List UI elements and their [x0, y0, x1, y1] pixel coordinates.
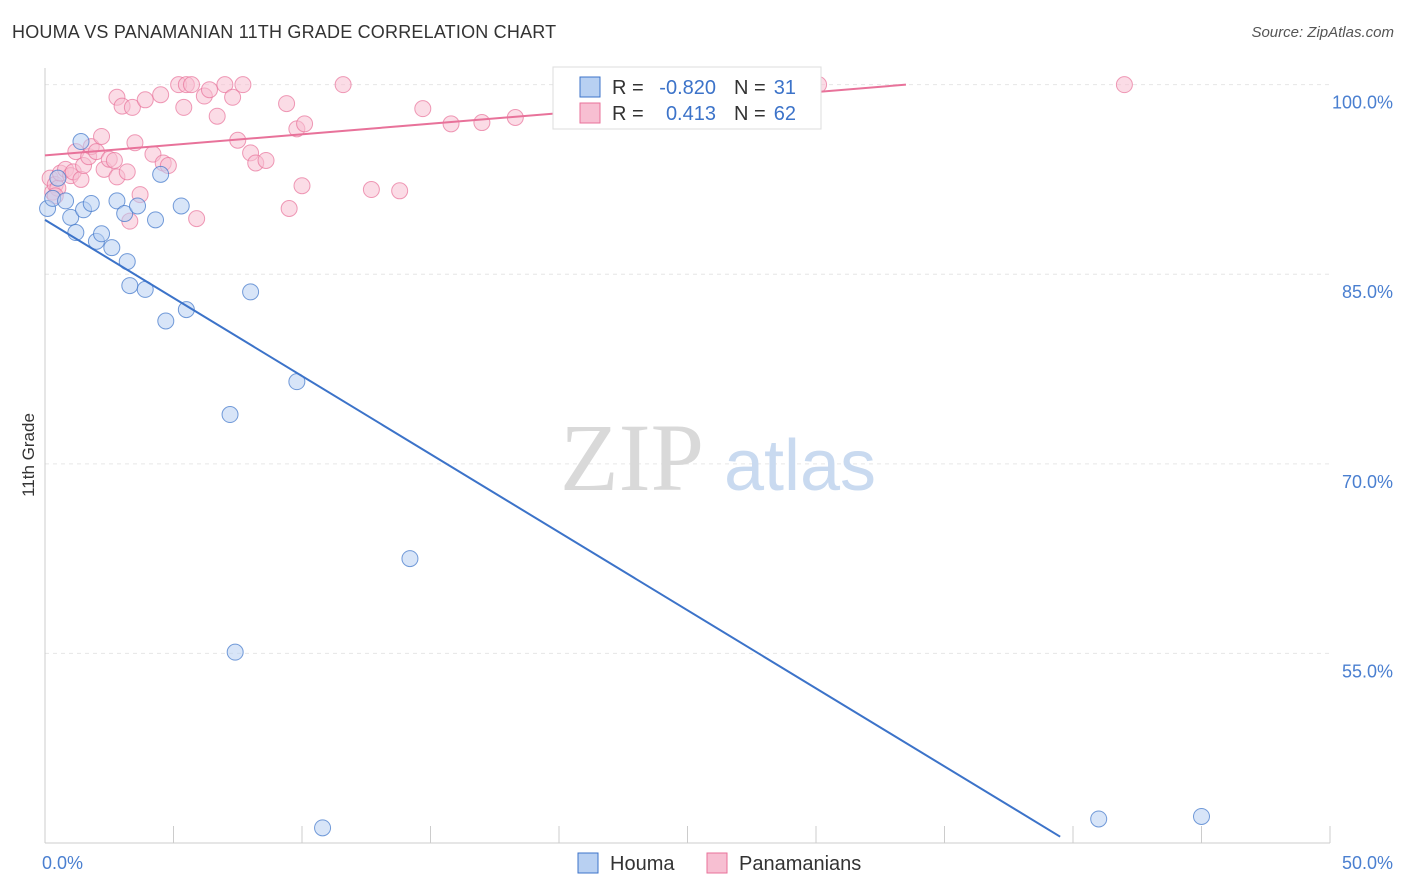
panamanians-point	[188, 210, 206, 228]
bottom-legend-panamanians: Panamanians	[739, 853, 861, 875]
bottom-legend-swatch-houma	[577, 852, 599, 874]
panamanians-point	[334, 76, 352, 94]
panamanians-point	[278, 95, 296, 113]
y-axis-label: 11th Grade	[19, 413, 38, 497]
chart-title: HOUMA VS PANAMANIAN 11TH GRADE CORRELATI…	[12, 22, 557, 42]
legend-n-label-houma: N =	[734, 77, 766, 99]
x-tick-label-min: 0.0%	[42, 853, 83, 873]
panamanians-point	[293, 177, 311, 195]
correlation-legend: R = -0.820 N = 31 R = 0.413 N = 62	[552, 66, 822, 130]
panamanians-point	[414, 100, 432, 118]
grid-lines	[45, 84, 1330, 654]
houma-point	[49, 169, 67, 187]
houma-point	[72, 133, 90, 151]
panamanians-point	[391, 182, 409, 200]
panamanians-point	[473, 114, 491, 132]
panamanians-point	[136, 91, 154, 109]
y-tick-label: 55.0%	[1342, 661, 1393, 681]
houma-point	[82, 194, 100, 212]
legend-n-value-houma: 31	[774, 77, 796, 99]
x-tick-labels: 0.0% 50.0%	[42, 853, 1393, 873]
houma-point	[129, 197, 147, 215]
houma-point	[93, 225, 111, 243]
watermark: ZIP atlas	[560, 404, 876, 511]
houma-point	[1193, 807, 1210, 825]
legend-swatch-houma	[579, 76, 601, 98]
legend-r-label-houma: R =	[612, 77, 644, 99]
panamanians-point	[118, 163, 136, 181]
houma-point	[157, 312, 175, 330]
houma-point	[103, 239, 121, 257]
legend-r-label-panamanians: R =	[612, 103, 644, 125]
source-label: Source: ZipAtlas.com	[1251, 24, 1394, 41]
houma-point	[226, 643, 244, 661]
panamanians-point	[280, 200, 298, 218]
legend-r-value-panamanians: 0.413	[666, 103, 716, 125]
houma-point	[108, 192, 126, 210]
panamanians-point	[105, 151, 123, 169]
y-tick-label: 70.0%	[1342, 472, 1393, 492]
watermark-atlas: atlas	[724, 426, 876, 506]
houma-point	[1090, 810, 1108, 828]
y-tick-label: 100.0%	[1332, 93, 1393, 113]
bottom-legend-swatch-panamanians	[706, 852, 728, 874]
panamanians-point	[93, 127, 111, 145]
houma-point	[121, 277, 139, 295]
houma-point	[57, 192, 75, 210]
panamanians-point	[442, 115, 460, 133]
houma-point	[401, 550, 419, 568]
panamanians-point	[296, 115, 314, 133]
houma-point	[172, 197, 190, 215]
panamanians-point	[362, 181, 380, 199]
houma-point	[116, 205, 134, 223]
panamanians-point	[72, 170, 90, 188]
panamanians-point	[234, 76, 252, 94]
panamanians-point	[224, 88, 242, 106]
y-tick-label: 85.0%	[1342, 282, 1393, 302]
panamanians-point	[208, 107, 226, 125]
houma-point	[147, 211, 165, 229]
legend-n-label-panamanians: N =	[734, 103, 766, 125]
panamanians-point	[175, 98, 193, 116]
houma-point	[152, 165, 170, 183]
x-tick-label-max: 50.0%	[1342, 853, 1393, 873]
houma-point	[221, 406, 239, 424]
panamanians-point	[152, 86, 170, 104]
legend-r-value-houma: -0.820	[659, 77, 716, 99]
legend-swatch-panamanians	[579, 102, 601, 124]
houma-point	[242, 283, 260, 301]
watermark-zip: ZIP	[560, 404, 704, 511]
bottom-legend-houma: Houma	[610, 853, 675, 875]
trend-lines	[44, 83, 1061, 838]
houma-points	[39, 133, 1210, 837]
houma-point	[62, 208, 80, 226]
legend-n-value-panamanians: 62	[774, 103, 796, 125]
series-legend: Houma Panamanians	[577, 852, 861, 875]
panamanians-point	[257, 151, 275, 169]
panamanians-point	[216, 76, 234, 94]
panamanians-point	[200, 81, 218, 99]
houma-trend-line	[44, 219, 1061, 838]
panamanians-point	[1115, 76, 1133, 94]
houma-point	[314, 819, 332, 837]
panamanians-point	[182, 76, 200, 94]
y-tick-labels: 100.0% 85.0% 70.0% 55.0%	[1332, 93, 1393, 682]
panamanians-point	[123, 98, 141, 116]
